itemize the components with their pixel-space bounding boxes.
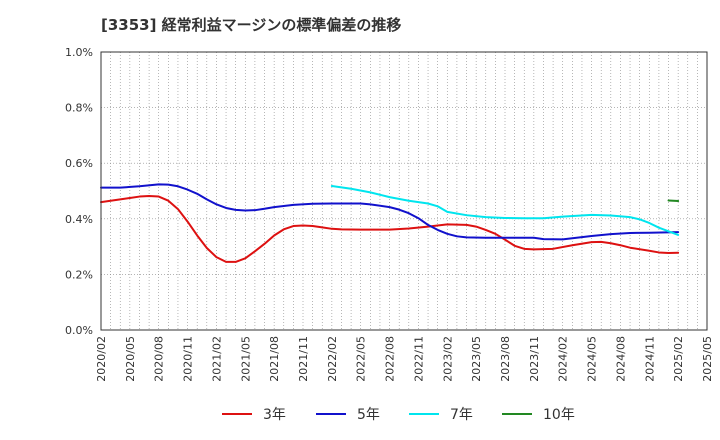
y-tick-label: 0.0% [65,324,93,337]
x-tick-label: 2023/02 [441,336,454,382]
series-line [667,199,680,203]
x-tick-label: 2024/11 [643,336,656,382]
plot-background [101,52,707,330]
x-tick-label: 2021/02 [210,336,223,382]
x-tick-label: 2024/05 [586,336,599,382]
y-tick-label: 1.0% [65,46,93,59]
x-tick-label: 2021/08 [268,336,281,382]
series-line [330,185,680,236]
x-tick-label: 2022/11 [412,336,425,382]
y-tick-label: 0.6% [65,157,93,170]
y-tick-label: 0.4% [65,213,93,226]
legend-label: 7年 [450,407,473,423]
x-tick-label: 2023/11 [528,336,541,382]
series-line [100,183,680,241]
x-tick-label: 2020/08 [153,336,166,382]
y-axis-ticks: 0.0% 0.2% 0.4% 0.6% 0.8% 1.0% [65,46,93,337]
series-lines [100,183,680,263]
x-tick-label: 2022/05 [355,336,368,382]
x-tick-label: 2020/05 [124,336,137,382]
x-tick-label: 2025/05 [701,336,714,382]
x-axis-ticks: 2020/02 2020/05 2020/08 2020/11 2021/02 2021/… [95,336,714,382]
x-tick-label: 2024/02 [557,336,570,382]
y-tick-label: 0.2% [65,268,93,281]
x-tick-label: 2021/11 [297,336,310,382]
x-tick-label: 2023/05 [470,336,483,382]
x-tick-label: 2020/02 [95,336,108,382]
x-tick-label: 2024/08 [614,336,627,382]
series-line [100,195,680,263]
legend-label: 5年 [357,407,380,423]
chart-title: [3353] 経常利益マージンの標準偏差の推移 [101,16,402,34]
legend-label: 3年 [263,407,286,423]
legend: 3年 5年 7年 10年 [222,407,575,423]
x-tick-label: 2020/11 [182,336,195,382]
x-tick-label: 2025/02 [672,336,685,382]
x-tick-label: 2022/02 [326,336,339,382]
grid-lines [101,52,707,330]
x-tick-label: 2022/08 [384,336,397,382]
y-tick-label: 0.8% [65,102,93,115]
legend-label: 10年 [543,407,575,423]
x-tick-label: 2021/05 [239,336,252,382]
x-tick-label: 2023/08 [499,336,512,382]
plot-frame [100,51,708,331]
